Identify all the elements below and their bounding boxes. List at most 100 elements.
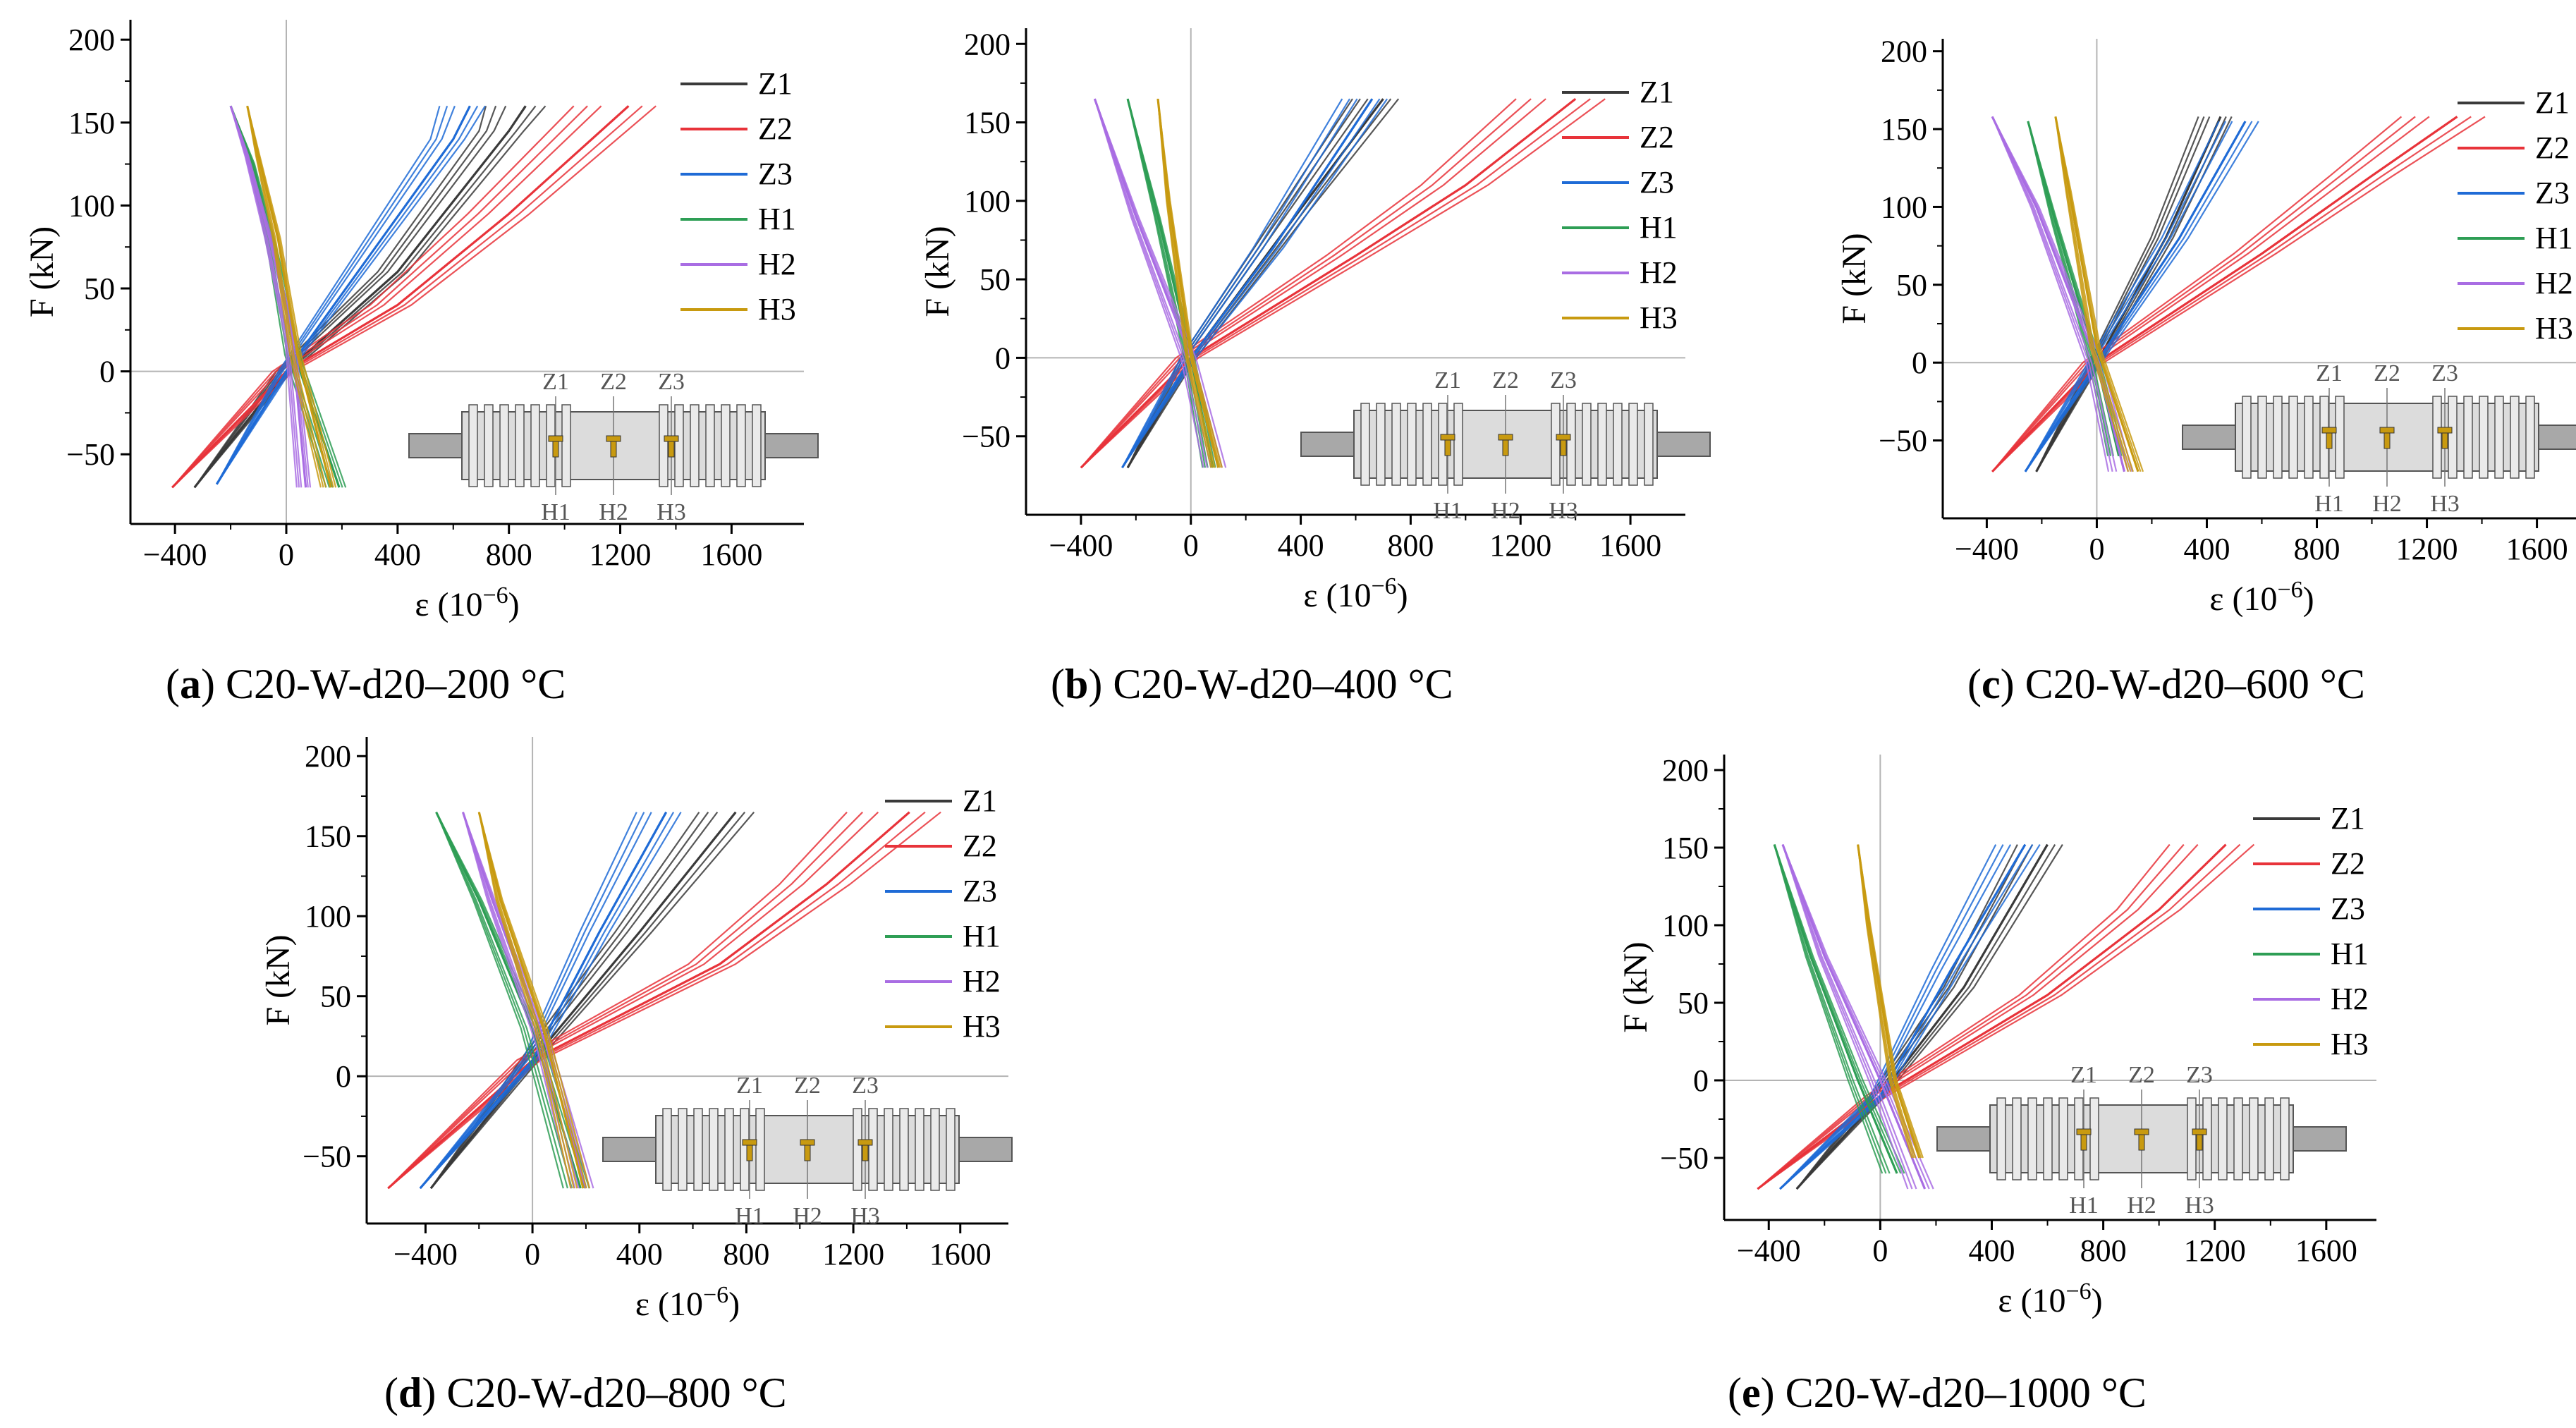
y-tick-label: 200 — [1881, 35, 1927, 69]
x-tick-label: 800 — [723, 1237, 769, 1271]
specimen-rib — [2448, 396, 2458, 479]
series-line-Z3 — [1779, 844, 2004, 1190]
specimen-rib — [2280, 1097, 2290, 1180]
series-Z3 — [2024, 121, 2259, 472]
specimen-rib — [705, 404, 715, 487]
panel-c: −400 0 400 800 1200 1600 −50 0 50 100 150 200 F (kN)… — [1836, 35, 2576, 707]
x-tick-label: 0 — [1183, 528, 1199, 563]
x-axis-label: ε (10−6) — [2209, 577, 2314, 618]
panel-d: −400 0 400 800 1200 1600 −50 0 50 100 150 200 F (kN)… — [260, 737, 1013, 1416]
series-line-Z2 — [171, 105, 630, 489]
x-axis-label: ε (10−6) — [415, 582, 519, 623]
specimen-rib — [484, 404, 494, 487]
series-line-Z2 — [1080, 98, 1517, 468]
series-line-Z1 — [1795, 843, 2049, 1190]
legend-label-H2: H2 — [758, 247, 796, 281]
series-line-Z2 — [1991, 116, 2458, 472]
inset-label-top: Z1 — [542, 369, 569, 395]
legend-label-H1: H1 — [963, 919, 1001, 953]
inset-label-bottom: H3 — [657, 499, 686, 525]
series-line-H3 — [1857, 844, 1922, 1159]
x-axis-label-close: ) — [1397, 577, 1408, 614]
legend-label-Z2: Z2 — [2535, 130, 2570, 165]
specimen-rib — [1996, 1097, 2006, 1180]
legend-label-Z2: Z2 — [2331, 846, 2365, 881]
series-line-Z3 — [2025, 121, 2226, 472]
specimen-rib — [2089, 1097, 2099, 1180]
x-tick-label: 400 — [1278, 528, 1324, 563]
caption-paren-open: ( — [1967, 661, 1982, 707]
x-tick-label: 1200 — [1489, 528, 1551, 563]
gauge-longitudinal — [1440, 434, 1455, 441]
caption-text: C20-W-d20–1000 °C — [1786, 1369, 2147, 1416]
series-line-H3 — [1156, 99, 1221, 468]
plot-area — [1991, 116, 2486, 472]
specimen-rib — [946, 1108, 956, 1191]
series-line-Z1 — [1795, 844, 2056, 1190]
series-line-Z2 — [387, 811, 926, 1189]
series-line-H3 — [478, 812, 575, 1189]
x-axis-label-close: ) — [508, 586, 520, 623]
caption-letter: e — [1742, 1369, 1761, 1416]
series-line-Z3 — [1121, 98, 1388, 468]
y-axis-label: F (kN) — [1617, 941, 1654, 1032]
specimen-rib — [2027, 1097, 2037, 1180]
x-tick-label: 1600 — [700, 537, 762, 572]
x-axis-label: ε (10−6) — [635, 1282, 740, 1323]
legend-label-H2: H2 — [963, 964, 1001, 999]
inset-label-bottom: H1 — [2069, 1192, 2099, 1219]
y-tick-label: 0 — [1912, 346, 1927, 380]
inset-label-bottom: H1 — [1433, 498, 1463, 524]
series-Z2 — [1080, 97, 1606, 469]
x-tick-label: 400 — [1968, 1233, 2015, 1268]
specimen-rib — [1360, 403, 1370, 486]
inset-label-top: Z3 — [658, 369, 685, 395]
series-line-H2 — [1094, 98, 1208, 468]
y-tick-label: 100 — [964, 184, 1011, 219]
x-axis-label-main: ε (10 — [2209, 580, 2277, 618]
gauge-longitudinal — [2076, 1128, 2092, 1135]
legend-label-H1: H1 — [2331, 936, 2369, 971]
inset-label-top: Z2 — [794, 1073, 821, 1099]
specimen-rib — [2187, 1097, 2197, 1180]
series-H1 — [435, 812, 590, 1189]
specimen-rib — [884, 1108, 893, 1191]
inset-label-bottom: H3 — [1549, 498, 1578, 524]
legend-label-Z3: Z3 — [1640, 165, 1674, 200]
series-line-Z3 — [2024, 121, 2247, 472]
series-line-H1 — [435, 812, 568, 1189]
legend-label-H3: H3 — [963, 1009, 1001, 1044]
series-line-Z2 — [387, 811, 879, 1189]
series-H3 — [246, 105, 337, 488]
specimen-rib — [2202, 1097, 2212, 1180]
specimen-rib — [1391, 403, 1401, 486]
series-Z3 — [1121, 98, 1388, 469]
legend-label-Z2: Z2 — [1640, 120, 1674, 154]
x-tick-label: 1200 — [590, 537, 652, 572]
x-tick-label: −400 — [1049, 528, 1113, 563]
gauge-transverse — [1560, 439, 1567, 456]
x-tick-label: −400 — [1955, 532, 2019, 566]
series-Z3 — [215, 105, 486, 485]
series-line-H3 — [1156, 99, 1223, 468]
legend-label-H1: H1 — [758, 202, 796, 236]
series-H1 — [1773, 844, 1905, 1174]
gauge-transverse — [552, 441, 559, 458]
inset-label-bottom: H3 — [2430, 491, 2460, 517]
series-line-Z3 — [419, 812, 682, 1189]
y-tick-label: 150 — [1662, 831, 1709, 865]
series-line-Z3 — [216, 105, 456, 485]
series-line-H2 — [230, 105, 300, 488]
x-tick-label: 1600 — [2295, 1233, 2357, 1268]
series-line-Z3 — [1779, 844, 2012, 1190]
gauge-longitudinal — [606, 435, 621, 442]
caption-paren-open: ( — [166, 661, 180, 707]
y-tick-label: 200 — [1662, 753, 1709, 788]
specimen-rib — [659, 404, 669, 487]
series-line-Z1 — [193, 105, 527, 489]
gauge-transverse — [2441, 432, 2448, 449]
caption-text: C20-W-d20–800 °C — [446, 1369, 786, 1416]
specimen-rib — [721, 404, 731, 487]
y-tick-label: 200 — [68, 23, 115, 57]
series-line-H3 — [1156, 99, 1214, 468]
